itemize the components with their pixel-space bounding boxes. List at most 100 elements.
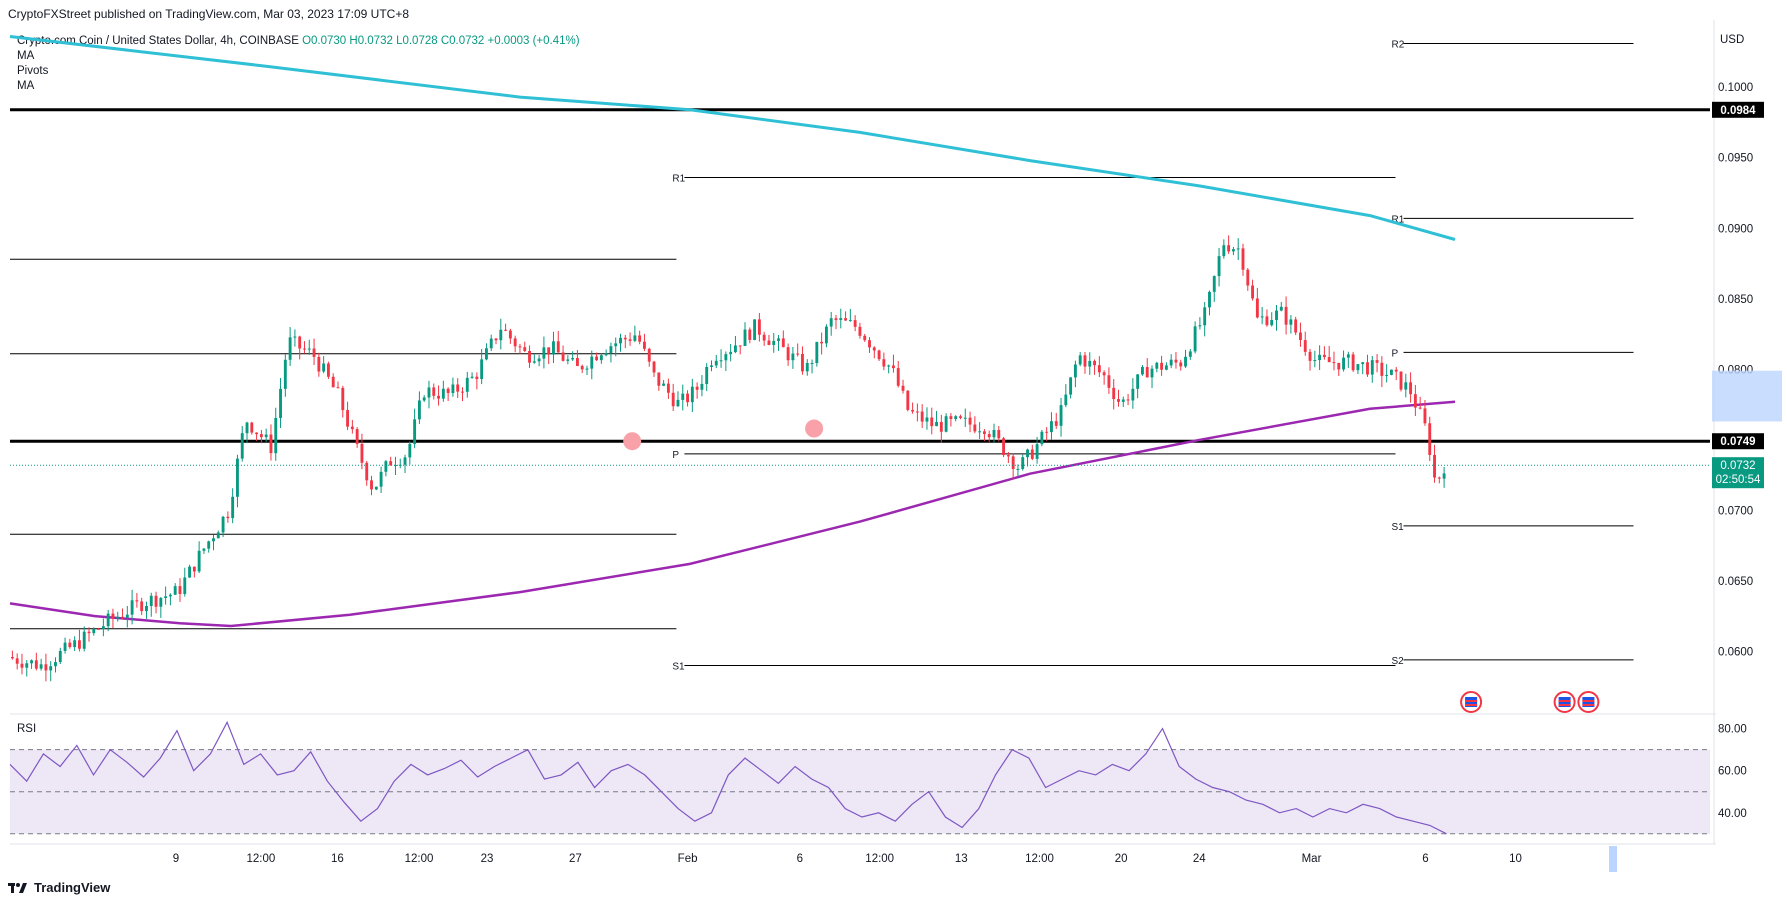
candle-body[interactable] xyxy=(1413,394,1417,408)
candle-body[interactable] xyxy=(1322,354,1326,358)
currency-label[interactable]: USD xyxy=(1720,34,1745,46)
candle-body[interactable] xyxy=(101,626,105,629)
candle-body[interactable] xyxy=(1097,365,1101,373)
candle-body[interactable] xyxy=(303,348,306,350)
candle-body[interactable] xyxy=(1040,431,1044,445)
candle-body[interactable] xyxy=(724,354,728,361)
candle-body[interactable] xyxy=(844,318,848,321)
candle-body[interactable] xyxy=(1179,362,1183,367)
candle-body[interactable] xyxy=(1073,364,1077,378)
candle-body[interactable] xyxy=(1284,306,1288,325)
candle-body[interactable] xyxy=(1442,473,1446,479)
candle-body[interactable] xyxy=(1145,367,1149,378)
candle-body[interactable] xyxy=(944,416,948,432)
candle-body[interactable] xyxy=(925,417,929,422)
candle-body[interactable] xyxy=(705,366,709,384)
candle-body[interactable] xyxy=(518,346,522,348)
candle-body[interactable] xyxy=(829,318,833,327)
candle-body[interactable] xyxy=(20,663,24,668)
candle-body[interactable] xyxy=(504,329,508,331)
candle-body[interactable] xyxy=(417,400,421,420)
candle-body[interactable] xyxy=(733,345,737,353)
candle-body[interactable] xyxy=(1251,285,1255,299)
candle-body[interactable] xyxy=(1126,399,1130,401)
candle-body[interactable] xyxy=(1380,362,1384,376)
candle-body[interactable] xyxy=(331,376,335,388)
candle-body[interactable] xyxy=(1088,360,1092,367)
candle-body[interactable] xyxy=(652,361,656,373)
candle-body[interactable] xyxy=(1050,421,1053,433)
candle-body[interactable] xyxy=(992,429,996,438)
candle-body[interactable] xyxy=(350,426,354,430)
candle-body[interactable] xyxy=(221,516,225,533)
rsi-line[interactable] xyxy=(9,720,1447,835)
candle-body[interactable] xyxy=(1141,367,1144,375)
candle-body[interactable] xyxy=(906,390,910,410)
candle-body[interactable] xyxy=(1394,369,1398,372)
candle-body[interactable] xyxy=(365,462,369,481)
candle-body[interactable] xyxy=(379,471,383,487)
candle-body[interactable] xyxy=(604,353,608,356)
candle-body[interactable] xyxy=(911,409,915,412)
candle-body[interactable] xyxy=(1275,310,1278,320)
candle-body[interactable] xyxy=(370,480,373,490)
candle-body[interactable] xyxy=(394,465,397,467)
time-tick-label-7[interactable]: 6 xyxy=(797,853,803,865)
candle-body[interactable] xyxy=(920,411,924,422)
candle-body[interactable] xyxy=(791,353,795,361)
candle-body[interactable] xyxy=(777,338,780,341)
candle-body[interactable] xyxy=(125,614,129,618)
candle-body[interactable] xyxy=(1160,362,1164,370)
candle-body[interactable] xyxy=(283,359,287,389)
candle-body[interactable] xyxy=(250,422,254,433)
candle-body[interactable] xyxy=(77,640,81,649)
candle-body[interactable] xyxy=(628,339,632,341)
candle-body[interactable] xyxy=(872,347,876,351)
candle-body[interactable] xyxy=(25,663,29,668)
candle-body[interactable] xyxy=(465,377,469,392)
candle-body[interactable] xyxy=(1375,360,1379,363)
candle-body[interactable] xyxy=(288,337,292,360)
candle-body[interactable] xyxy=(801,353,804,372)
candle-body[interactable] xyxy=(178,586,182,595)
price-tick-label-2[interactable]: 0.0900 xyxy=(1718,223,1753,235)
moving-average-slow-line[interactable] xyxy=(9,400,1456,628)
candle-body[interactable] xyxy=(523,347,527,351)
candle-body[interactable] xyxy=(513,338,517,347)
candle-body[interactable] xyxy=(1212,276,1216,292)
candle-body[interactable] xyxy=(1155,362,1159,369)
candle-body[interactable] xyxy=(197,550,201,572)
candle-body[interactable] xyxy=(1150,368,1154,378)
candle-body[interactable] xyxy=(1370,360,1374,375)
candle-body[interactable] xyxy=(188,566,191,578)
time-tick-label-4[interactable]: 23 xyxy=(481,853,494,865)
candle-body[interactable] xyxy=(820,341,824,344)
candle-body[interactable] xyxy=(111,613,115,619)
candle-body[interactable] xyxy=(374,486,378,490)
candle-body[interactable] xyxy=(470,376,474,378)
candle-body[interactable] xyxy=(1289,319,1293,325)
candle-body[interactable] xyxy=(1294,319,1298,333)
price-tick-label-8[interactable]: 0.0600 xyxy=(1718,646,1753,658)
candle-body[interactable] xyxy=(1351,354,1355,371)
candle-body[interactable] xyxy=(681,393,685,400)
candle-body[interactable] xyxy=(494,338,498,341)
candle-body[interactable] xyxy=(1083,355,1087,367)
candle-body[interactable] xyxy=(168,594,172,597)
candle-body[interactable] xyxy=(10,656,14,659)
candle-body[interactable] xyxy=(63,642,67,651)
candle-body[interactable] xyxy=(298,336,302,349)
time-tick-label-0[interactable]: 9 xyxy=(173,853,179,865)
candle-body[interactable] xyxy=(317,356,321,372)
candle-body[interactable] xyxy=(245,422,249,434)
candle-body[interactable] xyxy=(1389,369,1393,375)
candle-body[interactable] xyxy=(1011,456,1015,470)
candle-body[interactable] xyxy=(532,361,536,363)
candle-body[interactable] xyxy=(695,386,699,390)
candle-body[interactable] xyxy=(1313,360,1317,362)
candle-body[interactable] xyxy=(451,384,455,393)
candle-body[interactable] xyxy=(1169,359,1173,366)
candle-body[interactable] xyxy=(552,341,555,355)
candle-body[interactable] xyxy=(1069,377,1073,395)
rsi-tick-label-1[interactable]: 60.00 xyxy=(1718,766,1747,778)
